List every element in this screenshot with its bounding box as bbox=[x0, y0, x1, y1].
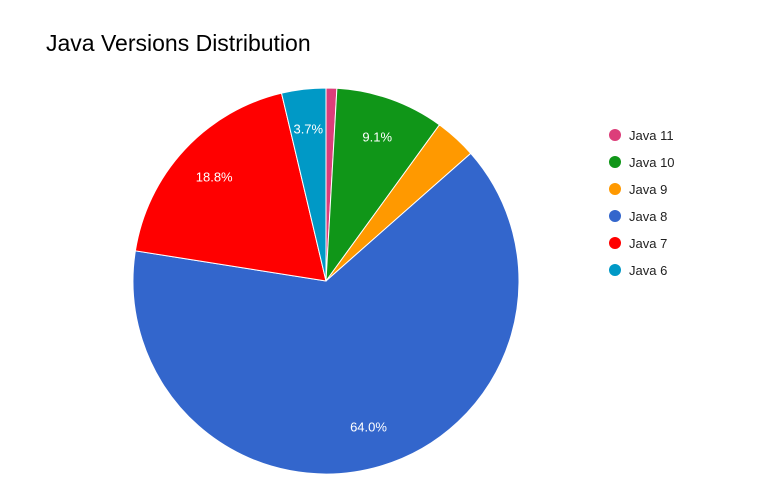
legend-swatch-java-11 bbox=[609, 129, 621, 141]
legend-label-java-11: Java 11 bbox=[629, 128, 674, 143]
legend-label-java-7: Java 7 bbox=[629, 236, 667, 251]
pie-slice-java-10 bbox=[325, 87, 441, 283]
pie-slice-java-6 bbox=[280, 87, 327, 282]
legend-swatch-java-7 bbox=[609, 237, 621, 249]
slice-label-java-8: 64.0% bbox=[350, 419, 387, 434]
legend-swatch-java-8 bbox=[609, 210, 621, 222]
legend-item-java-6: Java 6 bbox=[609, 263, 667, 278]
legend-label-java-6: Java 6 bbox=[629, 263, 667, 278]
pie-slice-java-8 bbox=[132, 152, 520, 475]
legend-item-java-9: Java 9 bbox=[609, 182, 667, 197]
legend-label-java-8: Java 8 bbox=[629, 209, 667, 224]
slice-label-java-10: 9.1% bbox=[362, 129, 392, 144]
legend-swatch-java-10 bbox=[609, 156, 621, 168]
slice-label-java-6: 3.7% bbox=[293, 122, 323, 137]
legend-item-java-8: Java 8 bbox=[609, 209, 667, 224]
slice-label-java-7: 18.8% bbox=[196, 169, 233, 184]
legend-swatch-java-9 bbox=[609, 183, 621, 195]
pie-slice-java-7 bbox=[134, 92, 327, 282]
chart-title: Java Versions Distribution bbox=[46, 30, 311, 56]
legend-label-java-9: Java 9 bbox=[629, 182, 667, 197]
legend-item-java-10: Java 10 bbox=[609, 155, 675, 170]
slice-labels: 9.1% 64.0% 18.8% 3.7% bbox=[196, 122, 393, 435]
legend-label-java-10: Java 10 bbox=[629, 155, 675, 170]
legend-item-java-7: Java 7 bbox=[609, 236, 667, 251]
legend-item-java-11: Java 11 bbox=[609, 128, 674, 143]
legend: Java 11 Java 10 Java 9 Java 8 Java 7 Java 6 bbox=[609, 128, 675, 278]
pie-slices bbox=[132, 87, 520, 475]
legend-swatch-java-6 bbox=[609, 264, 621, 276]
